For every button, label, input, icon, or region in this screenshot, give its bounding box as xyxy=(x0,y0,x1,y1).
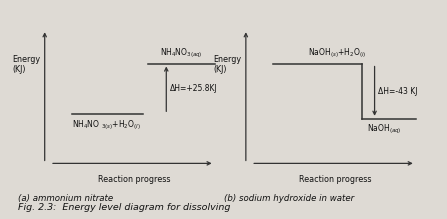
Text: (b) sodium hydroxide in water: (b) sodium hydroxide in water xyxy=(224,194,354,203)
Text: (a) ammonium nitrate: (a) ammonium nitrate xyxy=(18,194,113,203)
Text: Energy: Energy xyxy=(214,55,242,64)
Text: NaOH$_{(s)}$+H$_2$O$_{(l)}$: NaOH$_{(s)}$+H$_2$O$_{(l)}$ xyxy=(308,46,367,60)
Text: NH$_4$NO $_{3(s)}$+H$_2$O$_{(l)}$: NH$_4$NO $_{3(s)}$+H$_2$O$_{(l)}$ xyxy=(72,119,140,132)
Text: (KJ): (KJ) xyxy=(13,65,26,74)
Text: Energy: Energy xyxy=(13,55,41,64)
Text: Fig. 2.3:  Energy level diagram for dissolving: Fig. 2.3: Energy level diagram for disso… xyxy=(18,203,230,212)
Text: ΔH=-43 KJ: ΔH=-43 KJ xyxy=(378,87,417,96)
Text: Reaction progress: Reaction progress xyxy=(98,175,170,184)
Text: (KJ): (KJ) xyxy=(214,65,227,74)
Text: NaOH$_{(aq)}$: NaOH$_{(aq)}$ xyxy=(367,122,402,136)
Text: ΔH=+25.8KJ: ΔH=+25.8KJ xyxy=(170,84,218,94)
Text: NH$_4$NO$_{3(aq)}$: NH$_4$NO$_{3(aq)}$ xyxy=(160,47,203,60)
Text: Reaction progress: Reaction progress xyxy=(299,175,371,184)
